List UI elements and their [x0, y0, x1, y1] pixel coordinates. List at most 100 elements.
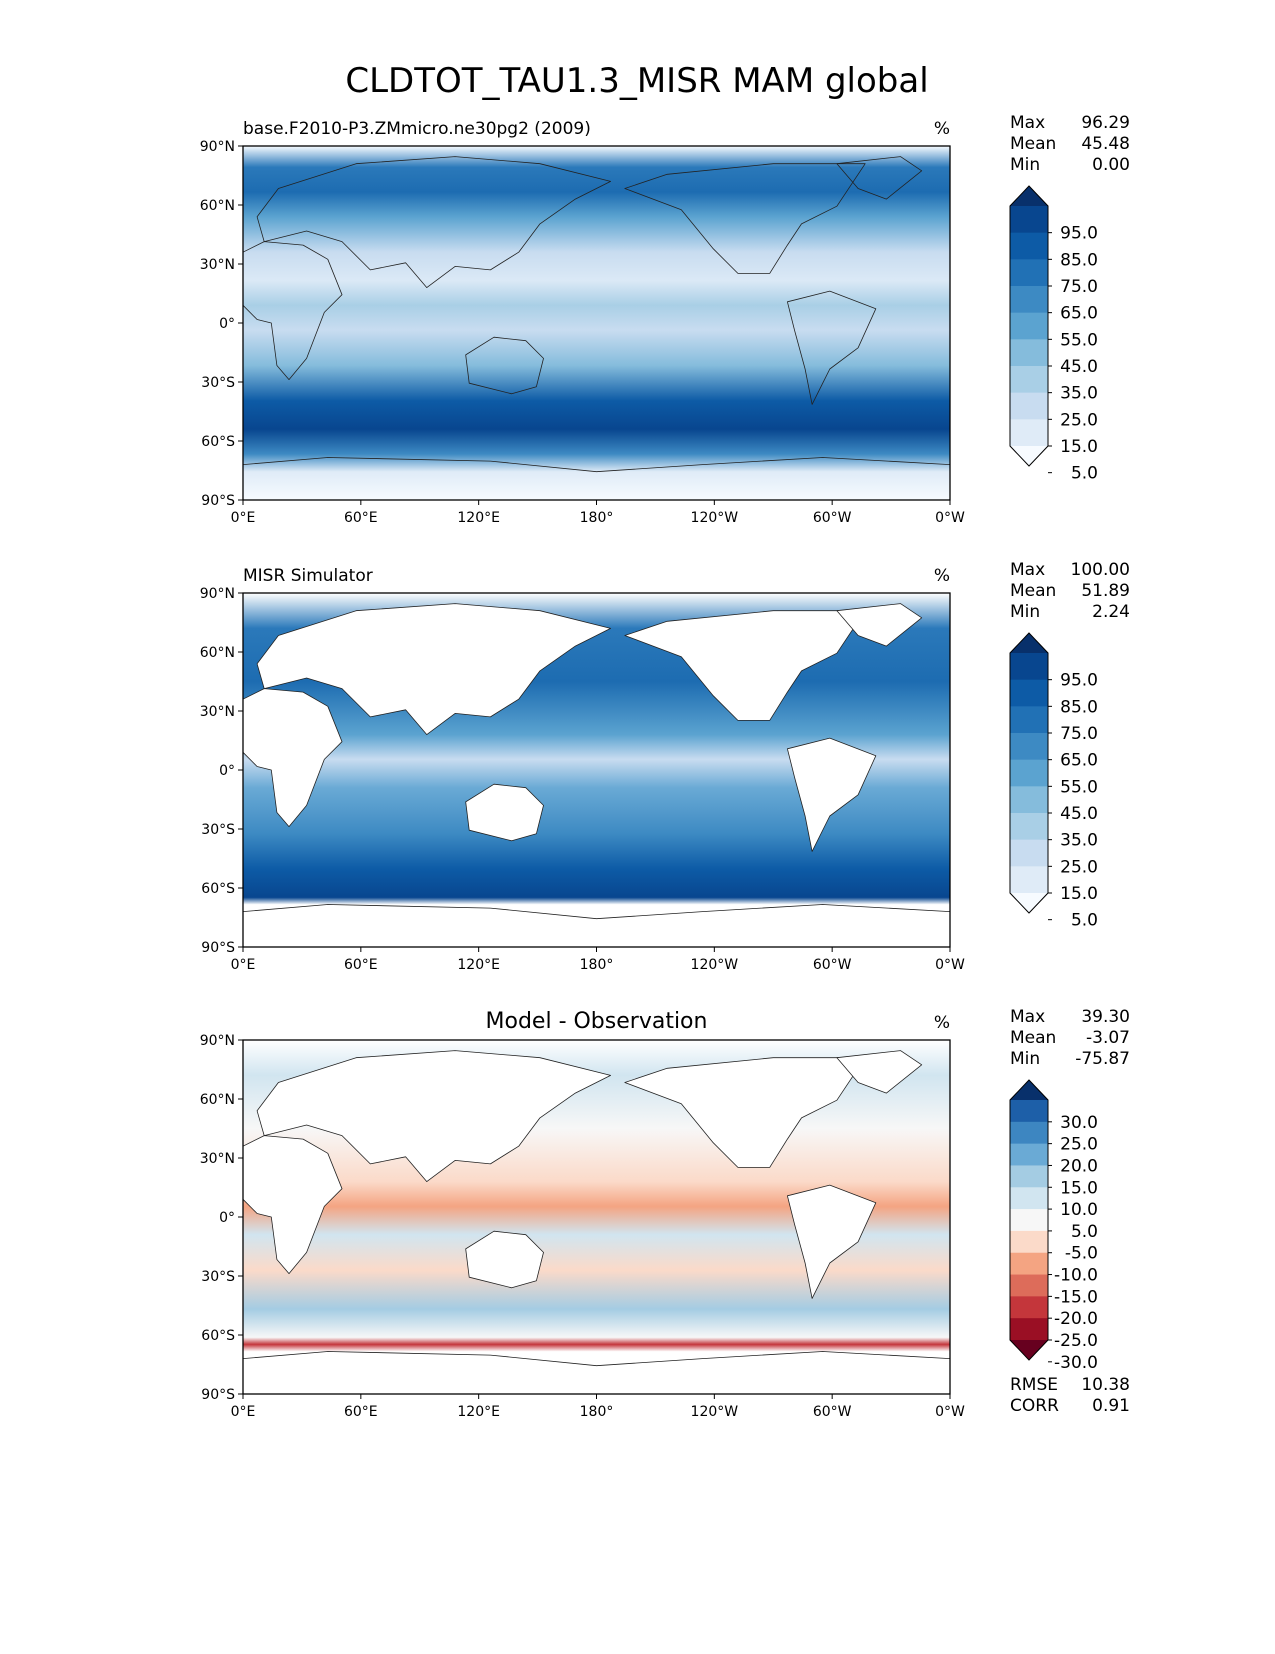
lon-tick-label: 120°E [457, 510, 500, 526]
coastline-5 [787, 1184, 877, 1299]
stat-label: Min [1010, 602, 1040, 622]
coastline-1 [242, 688, 343, 827]
colorbar-segment [1010, 1274, 1048, 1297]
colorbar-label: 85.0 [1060, 697, 1098, 717]
colorbar-segment [1010, 259, 1048, 287]
colorbar-label: -15.0 [1054, 1287, 1098, 1307]
colorbar-label: -5.0 [1065, 1244, 1098, 1264]
stat-value: 39.30 [1081, 1007, 1130, 1027]
lat-tick-label: 30°S [201, 1269, 235, 1285]
colorbar-extend-top [1010, 633, 1048, 653]
colorbar-segment [1010, 1187, 1048, 1210]
lon-tick-label: 0°E [231, 1404, 256, 1420]
stat-value: 51.89 [1081, 581, 1130, 601]
lat-tick-label: 60°S [201, 434, 235, 450]
colorbar-label: 95.0 [1060, 224, 1098, 244]
colorbar-label: 15.0 [1060, 437, 1098, 457]
stat-label: Max [1010, 1007, 1045, 1027]
lat-tick-label: 90°N [200, 1033, 235, 1049]
colorbar-label: -20.0 [1054, 1309, 1098, 1329]
coastline-4 [624, 610, 866, 721]
stat-value: 2.24 [1092, 602, 1130, 622]
colorbar-segment [1010, 706, 1048, 734]
lon-tick-label: 120°E [457, 957, 500, 973]
lon-tick-label: 60°W [813, 510, 852, 526]
colorbar-label: 65.0 [1060, 304, 1098, 324]
lat-tick-label: 30°S [201, 375, 235, 391]
colorbar-label: 10.0 [1060, 1200, 1098, 1220]
panel-title: Model - Observation [486, 1009, 708, 1034]
stat-value: -3.07 [1086, 1028, 1130, 1048]
colorbar-segment [1010, 759, 1048, 787]
colorbar-segment [1010, 232, 1048, 260]
lon-tick-label: 60°E [344, 957, 378, 973]
colorbar-label: 5.0 [1071, 464, 1098, 484]
lon-tick-label: 120°W [691, 1404, 739, 1420]
lon-tick-label: 120°W [691, 510, 739, 526]
colorbar-segment [1010, 312, 1048, 340]
colorbar-extend-top [1010, 186, 1048, 206]
lat-tick-label: 60°S [201, 881, 235, 897]
colorbar-label: 65.0 [1060, 751, 1098, 771]
coastline-5 [787, 290, 877, 405]
map-panel-3: Model - Observation % 90°N 60°N 30°N 0° 30°S 60… [200, 1007, 1130, 1420]
lon-tick-label: 120°W [691, 957, 739, 973]
colorbar-label: 45.0 [1060, 357, 1098, 377]
colorbar-segment [1010, 653, 1048, 681]
lon-tick-label: 180° [580, 1404, 614, 1420]
colorbar-segment [1010, 286, 1048, 314]
colorbar-extend-top [1010, 1080, 1048, 1100]
colorbar-label: 25.0 [1060, 410, 1098, 430]
colorbar-label: -10.0 [1054, 1266, 1098, 1286]
colorbar-segment [1010, 866, 1048, 894]
colorbar-segment [1010, 679, 1048, 707]
coastline-3 [465, 783, 544, 842]
colorbar-label: 75.0 [1060, 724, 1098, 744]
units-label: % [934, 566, 950, 586]
lon-tick-label: 60°W [813, 1404, 852, 1420]
colorbar-segment [1010, 839, 1048, 867]
lat-tick-label: 60°N [200, 198, 235, 214]
lat-tick-label: 90°S [201, 493, 235, 509]
coastline-1 [242, 1135, 343, 1274]
colorbar-extend-bottom [1010, 446, 1048, 466]
colorbar-label: 15.0 [1060, 1178, 1098, 1198]
lon-tick-label: 60°E [344, 1404, 378, 1420]
coastline-6 [836, 603, 923, 647]
colorbar-segment [1010, 206, 1048, 234]
colorbar-label: 75.0 [1060, 277, 1098, 297]
lat-tick-label: 90°N [200, 139, 235, 155]
colorbar-label: 25.0 [1060, 857, 1098, 877]
colorbar-segment [1010, 366, 1048, 394]
colorbar-label: 15.0 [1060, 884, 1098, 904]
colorbar-segment [1010, 1165, 1048, 1188]
stat-value: 100.00 [1071, 560, 1130, 580]
panels: base.F2010-P3.ZMmicro.ne30pg2 (2009) % 90°… [200, 113, 1130, 1420]
coastline-5 [787, 737, 877, 852]
colorbar-label: 85.0 [1060, 250, 1098, 270]
lat-tick-label: 0° [219, 316, 235, 332]
lon-tick-label: 0°W [935, 1404, 965, 1420]
lat-tick-label: 60°S [201, 1328, 235, 1344]
stat-value: 96.29 [1081, 113, 1130, 133]
lon-tick-label: 0°E [231, 510, 256, 526]
colorbar-label: 35.0 [1060, 384, 1098, 404]
colorbar-label: 20.0 [1060, 1156, 1098, 1176]
figure-title: CLDTOT_TAU1.3_MISR MAM global [345, 61, 928, 101]
colorbar-segment [1010, 1143, 1048, 1166]
colorbar-segment [1010, 1296, 1048, 1319]
colorbar-label: 25.0 [1060, 1135, 1098, 1155]
lat-tick-label: 90°S [201, 1387, 235, 1403]
colorbar-label: 5.0 [1071, 911, 1098, 931]
stat-value: 10.38 [1081, 1375, 1130, 1395]
stat-value: 45.48 [1081, 134, 1130, 154]
lon-tick-label: 60°W [813, 957, 852, 973]
lat-tick-label: 60°N [200, 645, 235, 661]
colorbar-segment [1010, 813, 1048, 841]
lon-tick-label: 0°W [935, 957, 965, 973]
lat-tick-label: 0° [219, 1210, 235, 1226]
colorbar-segment [1010, 1230, 1048, 1254]
map-panel-2: MISR Simulator % 90°N 60°N 30°N 0° 30°S 60°S 90°… [200, 560, 1130, 973]
colorbar-label: 95.0 [1060, 671, 1098, 691]
colorbar-segment [1010, 1121, 1048, 1145]
